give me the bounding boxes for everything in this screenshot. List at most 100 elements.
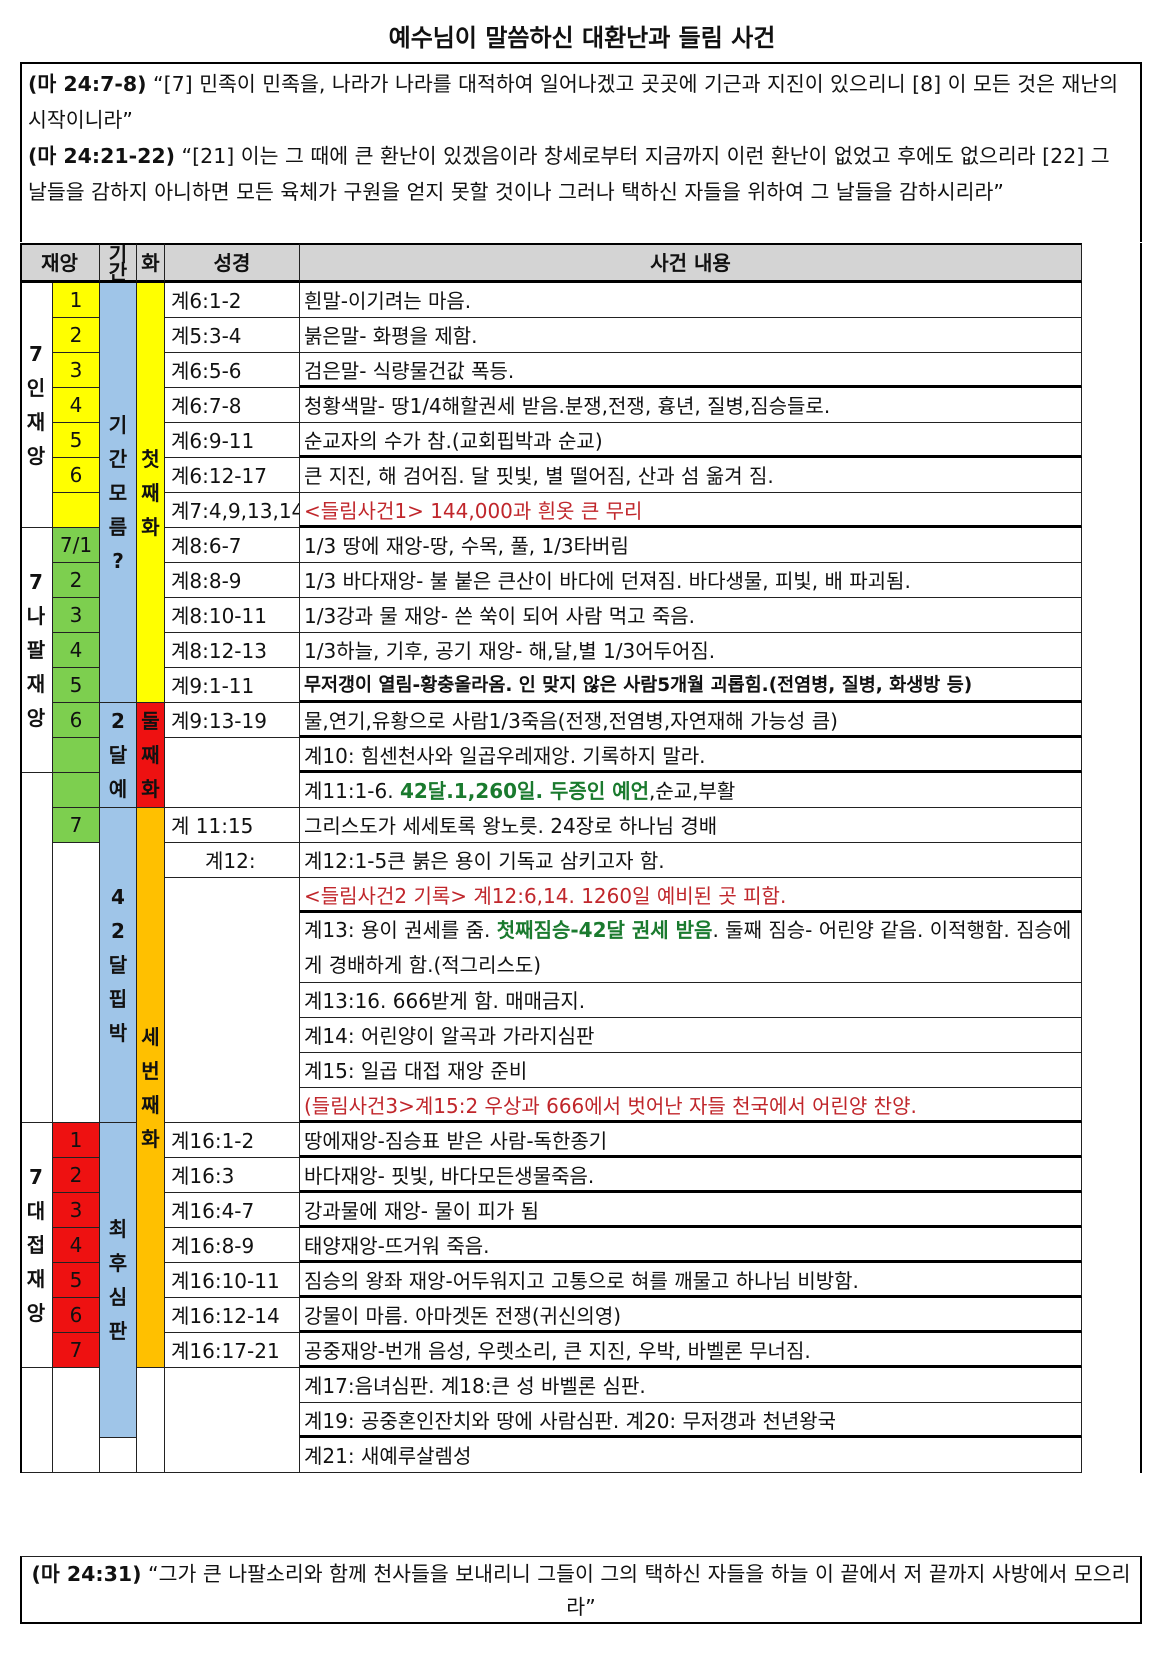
event-part: 첫째짐승-42달 권세 받음	[496, 918, 713, 942]
header-event: 사건 내용	[300, 243, 1082, 283]
disaster-number: 5	[53, 1263, 100, 1298]
disaster-number: 7	[53, 808, 100, 843]
disaster-number: 5	[53, 668, 100, 703]
group-gap-bottom	[20, 1368, 53, 1473]
event-description: 계10: 힘센천사와 일곱우레재앙. 기록하지 말라.	[300, 738, 1082, 773]
event-part: . 둘째 짐승- 어린양 같음. 이적행함. 짐승에게 경배하게 함.(적그리스…	[304, 918, 1072, 977]
event-description: 순교자의 수가 참.(교회핍박과 순교)	[300, 423, 1082, 458]
scripture-ref: 계5:3-4	[165, 318, 300, 353]
disaster-number	[53, 493, 100, 528]
quote-2-text: “[21] 이는 그 때에 큰 환난이 있겠음이라 창세로부터 지금까지 이런 …	[28, 144, 1110, 204]
scripture-ref: 계9:1-11	[165, 668, 300, 703]
scripture-ref: 계16:12-14	[165, 1298, 300, 1333]
quote-1-text: “[7] 민족이 민족을, 나라가 나라를 대적하여 일어나겠고 곳곳에 기근과…	[28, 72, 1119, 132]
event-description: 공중재앙-번개 음성, 우렛소리, 큰 지진, 우박, 바벨론 무너짐.	[300, 1333, 1082, 1368]
disaster-number: 4	[53, 388, 100, 423]
disaster-number: 3	[53, 1193, 100, 1228]
event-description: 바다재앙- 핏빛, 바다모든생물죽음.	[300, 1158, 1082, 1193]
page-title: 예수님이 말씀하신 대환난과 들림 사건	[388, 23, 776, 52]
event-description: 강과물에 재앙- 물이 피가 됨	[300, 1193, 1082, 1228]
scripture-ref: 계8:6-7	[165, 528, 300, 563]
disaster-number: 7/1	[53, 528, 100, 563]
quote-2: (마 24:21-22) “[21] 이는 그 때에 큰 환난이 있겠음이라 창…	[28, 138, 1134, 210]
event-description: 붉은말- 화평을 제함.	[300, 318, 1082, 353]
header-disaster: 재앙	[20, 243, 100, 283]
period-unknown: 기 간 모 름?	[100, 283, 137, 703]
footer-ref: (마 24:31)	[31, 1562, 142, 1586]
event-description: 1/3 바다재앙- 불 붙은 큰산이 바다에 던져짐. 바다생물, 피빛, 배 …	[300, 563, 1082, 598]
quote-2-ref: (마 24:21-22)	[28, 144, 176, 168]
event-description: 계11:1-6. 42달.1,260일. 두증인 예언,순교,부활	[300, 773, 1082, 808]
period-gap	[100, 1438, 137, 1473]
disaster-number: 6	[53, 458, 100, 493]
scripture-ref: 계12:	[165, 843, 300, 878]
scripture-ref: 계8:12-13	[165, 633, 300, 668]
event-description: 계19: 공중혼인잔치와 땅에 사람심판. 계20: 무저갱과 천년왕국	[300, 1403, 1082, 1438]
period-42months-prophecy: 42달예언	[100, 703, 137, 808]
disaster-number	[53, 738, 100, 773]
event-description: (들림사건3>계15:2 우상과 666에서 벗어난 자들 천국에서 어린양 찬…	[300, 1088, 1082, 1123]
quote-1-ref: (마 24:7-8)	[28, 72, 147, 96]
disaster-number: 4	[53, 633, 100, 668]
event-description: 그리스도가 세세토록 왕노릇. 24장로 하나님 경배	[300, 808, 1082, 843]
disaster-number: 7	[53, 1333, 100, 1368]
event-description: 계21: 새예루살렘성	[300, 1438, 1082, 1473]
event-description: 무저갱이 열림-황충올라옴. 인 맞지 않은 사람5개월 괴롭힘.(전염병, 질…	[300, 668, 1082, 703]
number-gap-bottom	[53, 1368, 100, 1473]
event-description: 계12:1-5큰 붉은 용이 기독교 삼키고자 함.	[300, 843, 1082, 878]
event-part: ,순교,부활	[648, 779, 736, 803]
event-part: 42달.1,260일. 두증인 예언	[399, 779, 649, 803]
woe-gap	[137, 1368, 165, 1473]
disaster-number	[53, 773, 100, 808]
event-description: 땅에재앙-짐승표 받은 사람-독한종기	[300, 1123, 1082, 1158]
event-description: 계15: 일곱 대접 재앙 준비	[300, 1053, 1082, 1088]
scripture-ref: 계7:4,9,13,14	[165, 493, 300, 528]
scripture-ref: 계8:8-9	[165, 563, 300, 598]
event-part: 계13: 용이 권세를 줌.	[304, 918, 497, 942]
event-description: 계13: 용이 권세를 줌. 첫째짐승-42달 권세 받음. 둘째 짐승- 어린…	[300, 913, 1082, 983]
disaster-number: 2	[53, 318, 100, 353]
event-description: <들림사건1> 144,000과 흰옷 큰 무리	[300, 493, 1082, 528]
event-description: 계14: 어린양이 알곡과 가라지심판	[300, 1018, 1082, 1053]
scripture-ref: 계16:1-2	[165, 1123, 300, 1158]
event-description: 태양재앙-뜨거워 죽음.	[300, 1228, 1082, 1263]
group-gap	[20, 773, 53, 1123]
event-description: 계17:음녀심판. 계18:큰 성 바벨론 심판.	[300, 1368, 1082, 1403]
event-description: 계13:16. 666받게 함. 매매금지.	[300, 983, 1082, 1018]
event-description: 물,연기,유황으로 사람1/3죽음(전쟁,전염병,자연재해 가능성 큼)	[300, 703, 1082, 738]
header-woe: 화	[137, 243, 165, 283]
scripture-ref: 계16:17-21	[165, 1333, 300, 1368]
scripture-ref: 계6:1-2	[165, 283, 300, 318]
scripture-ref: 계16:3	[165, 1158, 300, 1193]
disaster-number: 1	[53, 283, 100, 318]
scripture-ref: 계 11:15	[165, 808, 300, 843]
scripture-ref: 계6:12-17	[165, 458, 300, 493]
event-description: 강물이 마름. 아마겟돈 전쟁(귀신의영)	[300, 1298, 1082, 1333]
event-description: 검은말- 식량물건값 폭등.	[300, 353, 1082, 388]
footer-quote: (마 24:31) “그가 큰 나팔소리와 함께 천사들을 보내리니 그들이 그…	[20, 1556, 1142, 1624]
event-description: 큰 지진, 해 검어짐. 달 핏빛, 별 떨어짐, 산과 섬 옮겨 짐.	[300, 458, 1082, 493]
header-scripture: 성경	[165, 243, 300, 283]
scripture-ref: 계16:10-11	[165, 1263, 300, 1298]
event-description: 1/3 땅에 재앙-땅, 수목, 풀, 1/3타버림	[300, 528, 1082, 563]
scripture-ref: 계6:7-8	[165, 388, 300, 423]
intro-quotes: (마 24:7-8) “[7] 민족이 민족을, 나라가 나라를 대적하여 일어…	[20, 62, 1142, 242]
scripture-gap-2	[165, 878, 300, 1123]
disaster-number: 3	[53, 598, 100, 633]
event-description: 청황색말- 땅1/4해할권세 받음.분쟁,전쟁, 흉년, 질병,짐승들로.	[300, 388, 1082, 423]
scripture-ref: 계16:4-7	[165, 1193, 300, 1228]
scripture-ref: 계6:5-6	[165, 353, 300, 388]
scripture-gap	[165, 738, 300, 808]
event-table: 재앙 기 간 화 성경 사건 내용 7 인 재 앙 7 나 팔 재 앙 7 대 접 재 앙 1 2 3 4 5 6 7/1 2 3 4 5 6…	[20, 243, 1142, 1556]
event-description: 1/3하늘, 기후, 공기 재앙- 해,달,별 1/3어두어짐.	[300, 633, 1082, 668]
footer-text: “그가 큰 나팔소리와 함께 천사들을 보내리니 그들이 그의 택하신 자들을 …	[141, 1562, 1131, 1619]
disaster-number: 4	[53, 1228, 100, 1263]
